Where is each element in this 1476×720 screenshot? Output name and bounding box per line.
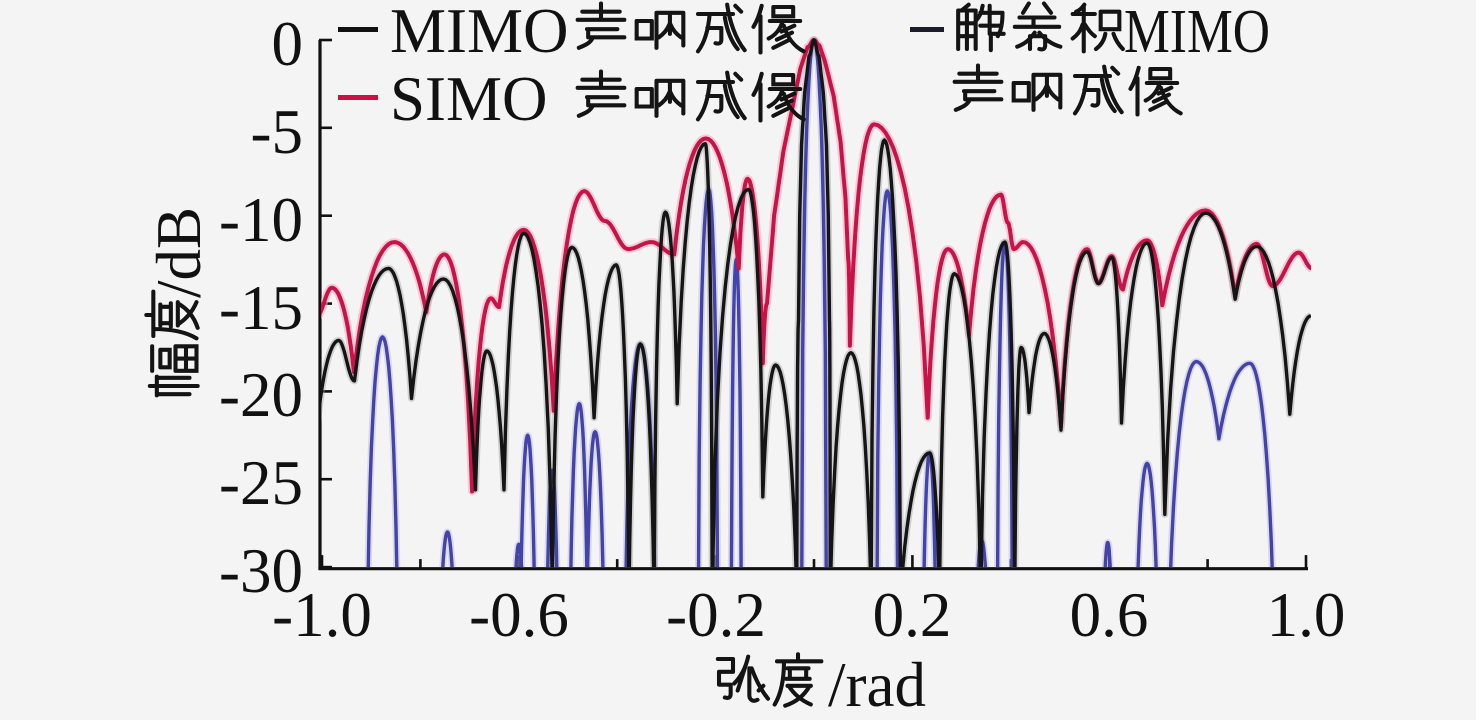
svg-text:-25: -25 <box>219 448 303 518</box>
svg-text:-20: -20 <box>219 360 303 430</box>
svg-text:0.6: 0.6 <box>1070 580 1149 650</box>
svg-text:MIMO: MIMO <box>1124 0 1270 66</box>
svg-text:-1.0: -1.0 <box>272 580 372 650</box>
svg-text:MIMO: MIMO <box>390 0 569 66</box>
svg-text:-5: -5 <box>251 97 303 167</box>
svg-text:/rad: /rad <box>828 650 926 720</box>
svg-text:0.2: 0.2 <box>873 580 952 650</box>
svg-text:SIMO: SIMO <box>390 64 548 134</box>
svg-text:/dB: /dB <box>144 207 214 298</box>
svg-text:-15: -15 <box>219 273 303 343</box>
svg-text:-0.2: -0.2 <box>666 580 766 650</box>
svg-text:-30: -30 <box>219 536 303 606</box>
svg-text:0: 0 <box>272 9 304 79</box>
svg-text:-10: -10 <box>219 185 303 255</box>
svg-text:-0.6: -0.6 <box>469 580 569 650</box>
svg-text:1.0: 1.0 <box>1267 580 1346 650</box>
